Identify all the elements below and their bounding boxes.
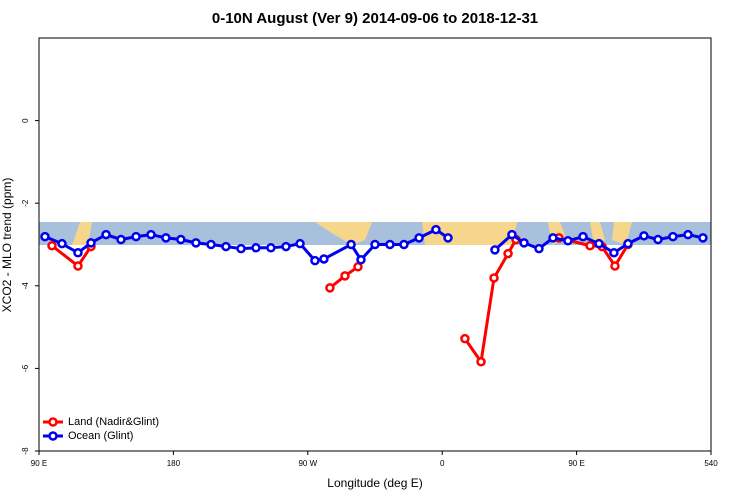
data-point	[370, 239, 380, 250]
y-tick-label: -2	[21, 199, 30, 207]
data-point	[698, 233, 708, 243]
x-tick-label: 90 W	[298, 459, 317, 468]
data-point	[325, 283, 335, 293]
data-point	[191, 238, 201, 248]
data-point	[490, 245, 500, 255]
data-point	[40, 231, 50, 242]
data-point	[47, 240, 57, 251]
y-axis-label: XCO2 - MLO trend (ppm)	[0, 178, 14, 313]
data-point	[431, 224, 441, 235]
legend: Land (Nadir&Glint) Ocean (Glint)	[43, 416, 159, 442]
data-point	[57, 238, 67, 249]
data-point	[399, 239, 409, 250]
data-point	[131, 231, 141, 242]
data-point	[73, 248, 83, 258]
data-point	[319, 254, 329, 264]
data-point	[578, 231, 588, 242]
x-tick-label: 180	[167, 459, 181, 468]
data-point	[683, 229, 693, 240]
data-point	[266, 243, 276, 253]
data-point	[251, 243, 261, 253]
x-tick-label: 90 E	[31, 459, 47, 468]
series-line	[51, 236, 630, 366]
data-point	[460, 333, 470, 344]
data-point	[548, 233, 558, 243]
data-point	[356, 255, 366, 265]
x-axis-label: Longitude (deg E)	[327, 476, 422, 490]
x-tick-label: 0	[440, 459, 445, 468]
data-point	[176, 234, 186, 245]
data-point	[206, 239, 216, 250]
data-point	[116, 234, 126, 245]
data-point	[653, 234, 663, 245]
data-point	[414, 233, 424, 243]
y-tick-label: -4	[21, 282, 30, 290]
y-tick-label: 0	[21, 118, 30, 123]
data-point	[507, 229, 517, 240]
data-point	[503, 248, 513, 259]
data-point	[519, 238, 529, 248]
plot-frame	[38, 37, 712, 452]
legend-marker	[48, 417, 58, 427]
data-point	[295, 238, 305, 249]
data-point	[609, 248, 619, 258]
data-point	[489, 273, 499, 283]
data-point	[623, 238, 633, 249]
data-point	[340, 271, 350, 281]
data-point	[310, 255, 320, 266]
data-point	[86, 238, 96, 248]
y-tick-label: -6	[21, 364, 30, 372]
data-point	[534, 243, 544, 254]
data-point	[281, 241, 291, 252]
data-point	[385, 239, 395, 250]
chart-title: 0-10N August (Ver 9) 2014-09-06 to 2018-…	[212, 10, 538, 27]
data-point	[346, 239, 356, 250]
data-point	[161, 233, 171, 243]
data-point	[639, 231, 649, 241]
legend-label: Ocean (Glint)	[68, 430, 133, 442]
data-point	[101, 229, 111, 240]
x-tick-label: 90 E	[568, 459, 584, 468]
data-point	[73, 261, 83, 271]
data-point	[236, 243, 246, 254]
data-point	[443, 233, 453, 243]
legend-marker	[48, 431, 58, 441]
data-point	[668, 231, 678, 242]
data-point	[585, 240, 595, 251]
data-point	[476, 357, 486, 367]
y-tick-label: -8	[21, 447, 30, 455]
data-point	[594, 238, 604, 249]
x-tick-label: 540	[704, 459, 718, 468]
data-point	[610, 261, 620, 271]
data-point	[146, 229, 156, 240]
data-point	[221, 241, 231, 252]
data-point	[563, 236, 573, 246]
legend-label: Land (Nadir&Glint)	[68, 416, 159, 428]
